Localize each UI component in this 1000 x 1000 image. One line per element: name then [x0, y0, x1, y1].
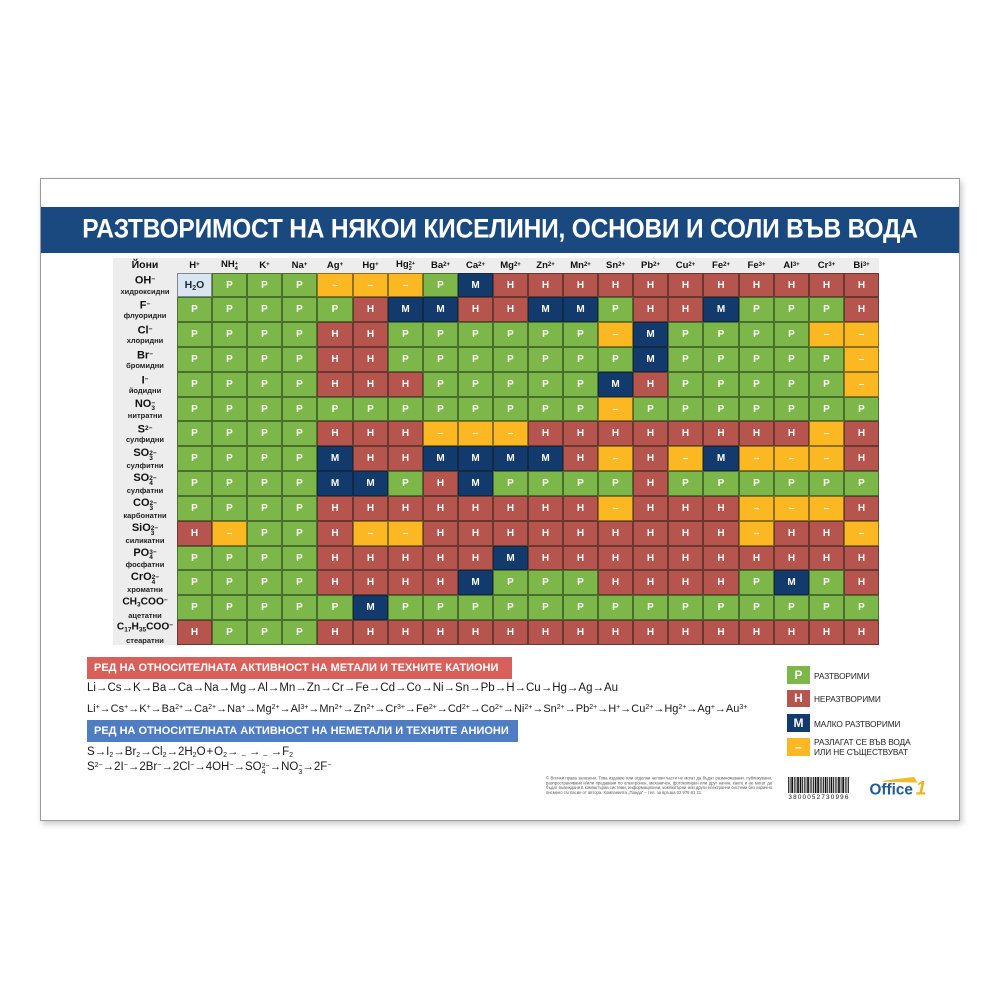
svg-text:Office: Office [870, 782, 913, 799]
svg-text:1: 1 [916, 779, 927, 800]
